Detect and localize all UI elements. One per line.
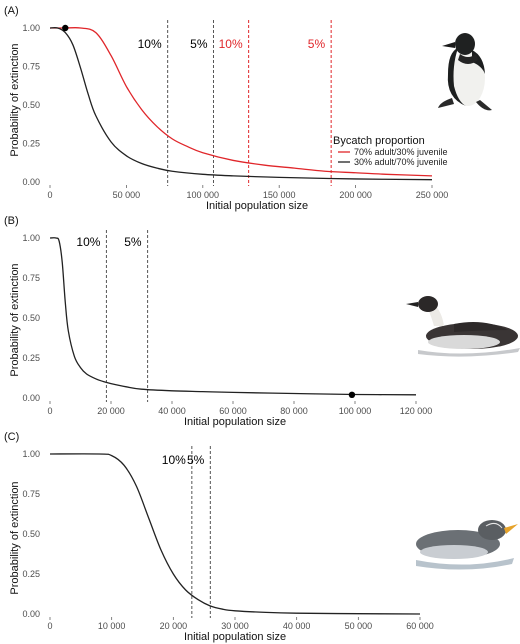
common-murre-standing-icon xyxy=(438,33,492,111)
legend-label-black: 30% adult/70% juvenile xyxy=(354,157,448,167)
y-axis-title-b: Probability of extinction xyxy=(9,263,21,376)
x-tick-label-b: 100 000 xyxy=(339,406,372,416)
x-axis-title-b: Initial population size xyxy=(184,416,286,428)
threshold-label-a: 5% xyxy=(190,37,208,51)
x-tick-label-c: 60 000 xyxy=(406,621,434,631)
x-tick-label-a: 50 000 xyxy=(113,190,141,200)
threshold-label-c: 5% xyxy=(187,453,205,467)
series-line-c xyxy=(49,453,421,615)
x-tick-label-c: 10 000 xyxy=(98,621,126,631)
x-tick-label-b: 80 000 xyxy=(280,406,308,416)
legend-title: Bycatch proportion xyxy=(333,135,425,147)
x-tick-label-b: 40 000 xyxy=(158,406,186,416)
y-tick-label-a: 0.00 xyxy=(22,177,40,187)
rhinoceros-auklet-swimming-icon xyxy=(416,520,518,570)
panel-label-c: (C) xyxy=(4,431,19,443)
y-tick-label-a: 1.00 xyxy=(22,23,40,33)
series-line-a xyxy=(49,27,433,181)
x-tick-label-c: 40 000 xyxy=(283,621,311,631)
panel-c: (C) Probability of extinction Initial po… xyxy=(4,431,518,643)
x-axis-title-c: Initial population size xyxy=(184,631,286,643)
panel-b: (B) Probability of extinction Initial po… xyxy=(4,215,520,428)
x-tick-label-a: 200 000 xyxy=(339,190,372,200)
x-axis-title-a: Initial population size xyxy=(206,200,308,212)
y-tick-label-a: 0.50 xyxy=(22,100,40,110)
plot-area-c: 0.00 0.25 0.50 0.75 1.00 0 10 000 20 000 30 000 4… xyxy=(22,446,434,631)
threshold-label-a: 10% xyxy=(138,37,162,51)
x-tick-label-c: 50 000 xyxy=(345,621,373,631)
y-tick-label-b: 0.25 xyxy=(22,353,40,363)
y-tick-label-c: 0.50 xyxy=(22,529,40,539)
series-line-a xyxy=(50,27,433,177)
x-tick-label-a: 250 000 xyxy=(416,190,449,200)
panel-label-b: (B) xyxy=(4,215,19,227)
plot-area-b: 0.00 0.25 0.50 0.75 1.00 0 20 000 40 000 60 000 8… xyxy=(22,230,432,416)
x-tick-label-a: 0 xyxy=(47,190,52,200)
x-tick-label-a: 100 000 xyxy=(187,190,220,200)
x-tick-label-c: 20 000 xyxy=(160,621,188,631)
x-tick-label-b: 120 000 xyxy=(400,406,433,416)
plot-area-a: 0.00 0.25 0.50 0.75 1.00 0 50 000 100 000 150 00… xyxy=(22,20,448,200)
x-tick-label-b: 60 000 xyxy=(219,406,247,416)
panel-a: (A) Probability of extinction Initial po… xyxy=(4,5,492,212)
x-tick-label-c: 30 000 xyxy=(221,621,249,631)
y-tick-label-a: 0.75 xyxy=(22,62,40,72)
y-tick-label-a: 0.25 xyxy=(22,139,40,149)
highlight-point-b xyxy=(348,391,356,398)
y-axis-title-a: Probability of extinction xyxy=(9,43,21,156)
y-tick-label-c: 0.75 xyxy=(22,489,40,499)
legend-label-red: 70% adult/30% juvenile xyxy=(354,147,448,157)
threshold-label-b: 10% xyxy=(76,235,100,249)
panel-label-a: (A) xyxy=(4,5,19,17)
x-tick-label-b: 0 xyxy=(47,406,52,416)
x-tick-label-b: 20 000 xyxy=(97,406,125,416)
legend: Bycatch proportion 70% adult/30% juvenil… xyxy=(333,135,448,167)
y-tick-label-c: 1.00 xyxy=(22,449,40,459)
threshold-label-c: 10% xyxy=(162,453,186,467)
x-tick-label-c: 0 xyxy=(47,621,52,631)
threshold-label-a: 5% xyxy=(308,37,326,51)
threshold-label-a: 10% xyxy=(219,37,243,51)
murre-swimming-icon xyxy=(406,296,520,357)
y-tick-label-b: 0.00 xyxy=(22,393,40,403)
highlight-point-a xyxy=(62,24,69,32)
y-axis-title-c: Probability of extinction xyxy=(9,481,21,594)
x-tick-label-a: 150 000 xyxy=(263,190,296,200)
y-tick-label-b: 1.00 xyxy=(22,233,40,243)
y-tick-label-b: 0.75 xyxy=(22,273,40,283)
y-tick-label-b: 0.50 xyxy=(22,313,40,323)
y-tick-label-c: 0.25 xyxy=(22,569,40,579)
y-tick-label-c: 0.00 xyxy=(22,609,40,619)
series-line-b xyxy=(49,237,417,396)
threshold-label-b: 5% xyxy=(124,235,142,249)
